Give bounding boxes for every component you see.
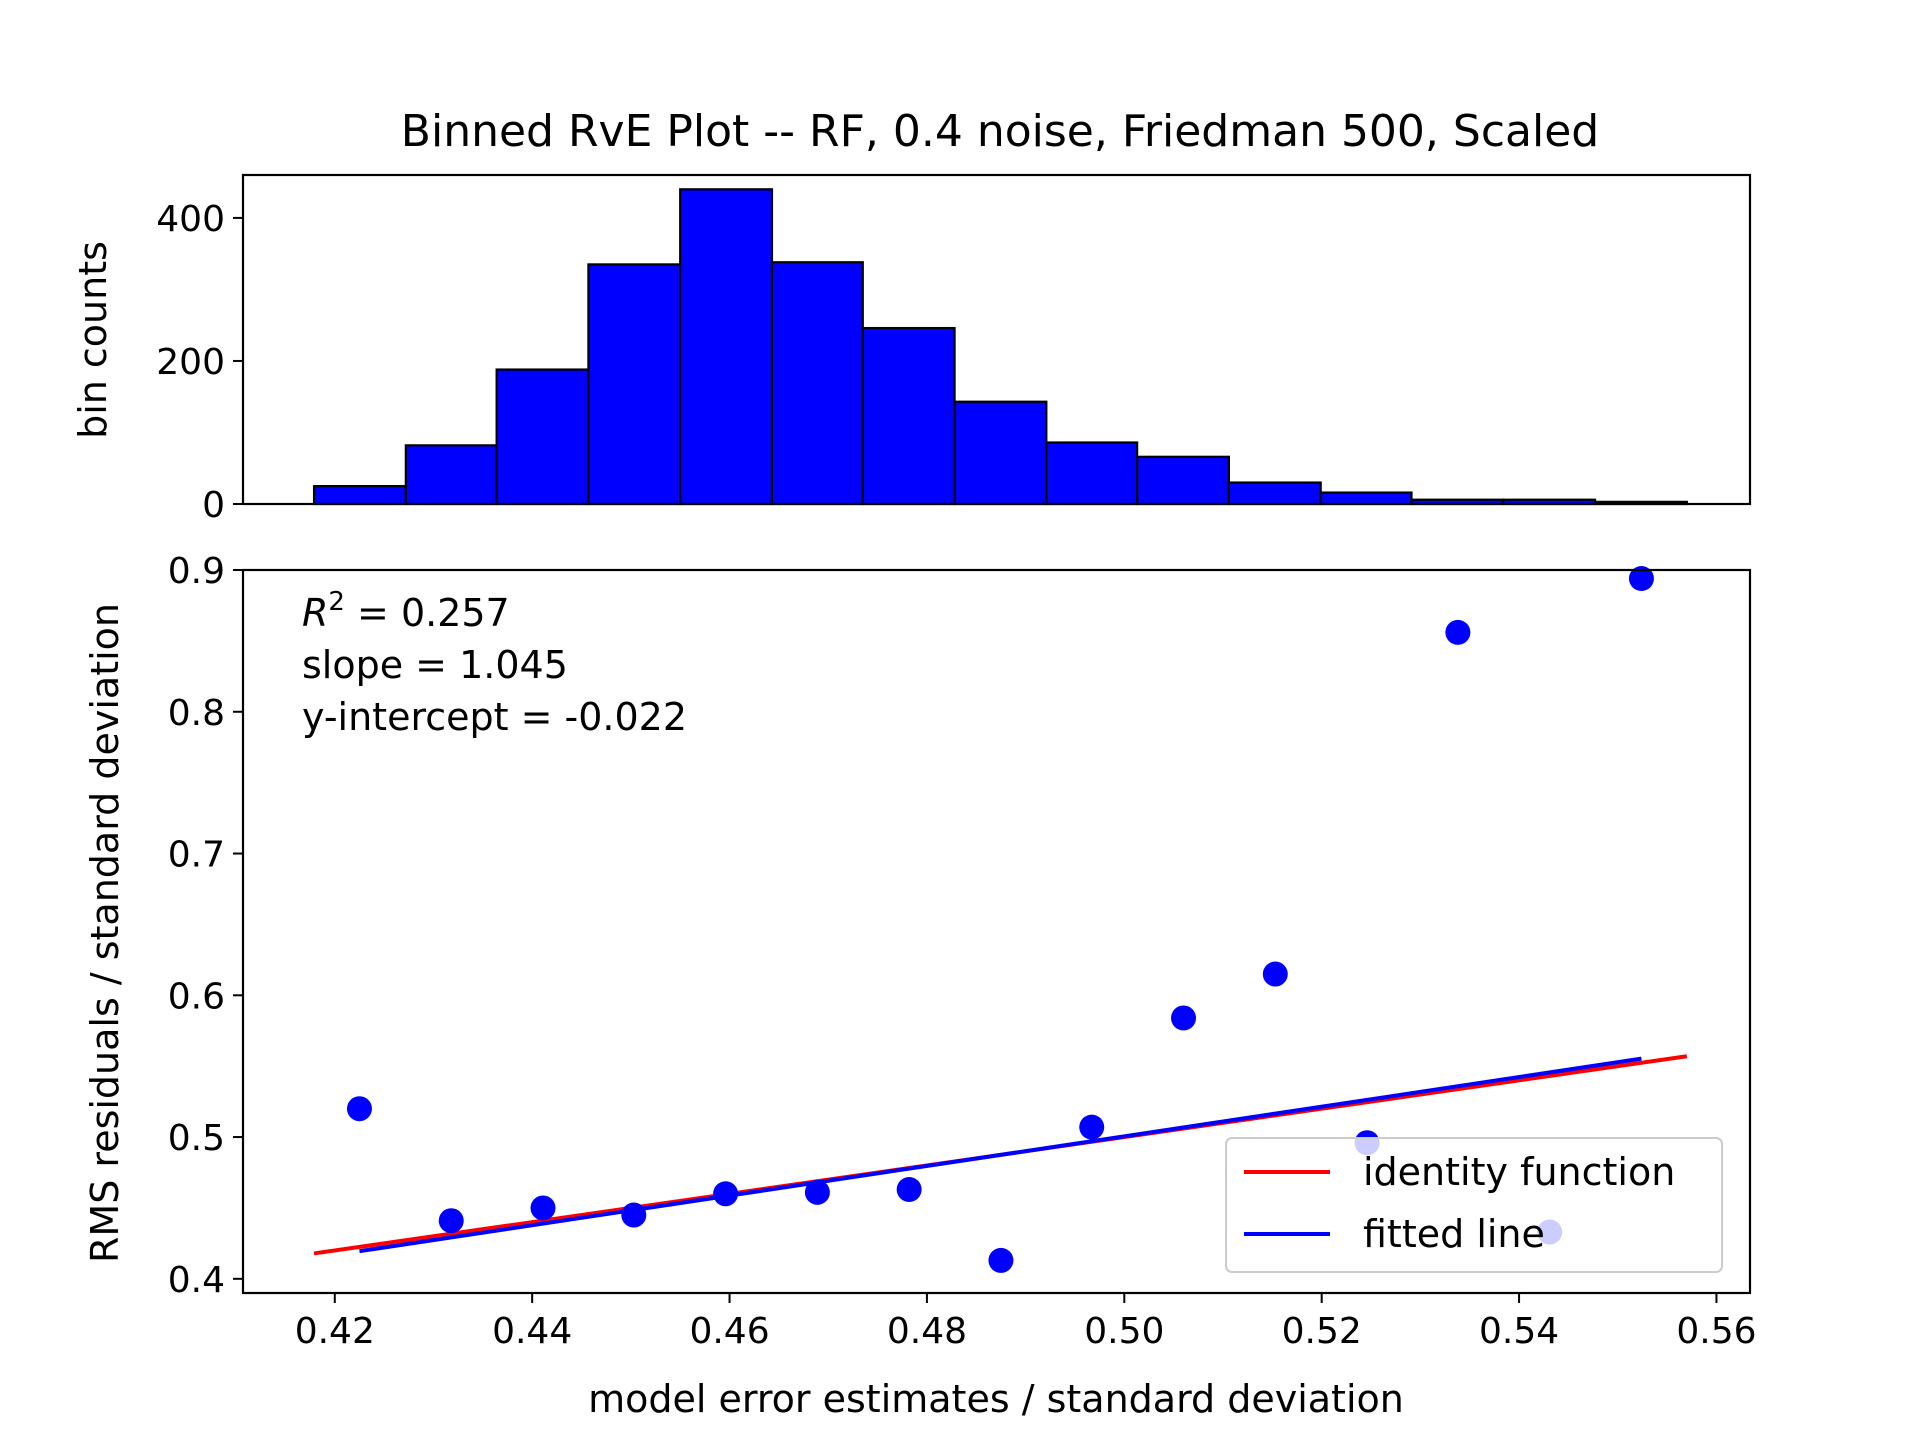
histogram-y-ticks: 0 200 400	[156, 199, 243, 526]
histogram-panel: 0 200 400 bin counts	[71, 173, 1752, 526]
scatter-point	[1171, 1005, 1197, 1031]
histogram-y-axis-label: bin counts	[71, 241, 115, 439]
histogram-bar	[861, 326, 956, 506]
histogram-bar	[1045, 441, 1139, 506]
scatter-x-tick-label: 0.50	[1084, 1311, 1164, 1352]
legend-box	[1225, 1137, 1723, 1273]
scatter-y-tick-label: 0.8	[168, 693, 225, 734]
scatter-x-ticks: 0.42 0.44 0.46 0.48 0.50 0.52 0.54 0.56	[295, 1293, 1757, 1352]
scatter-point	[438, 1208, 464, 1234]
histogram-bar	[404, 444, 498, 506]
scatter-point	[1262, 961, 1288, 987]
histogram-bar	[587, 263, 682, 506]
legend-fitted-label: fitted line	[1363, 1212, 1545, 1256]
histogram-bar	[953, 400, 1048, 506]
chart-title: Binned RvE Plot -- RF, 0.4 noise, Friedm…	[401, 106, 1599, 157]
r-squared-annotation: R2 = 0.257	[302, 587, 510, 635]
scatter-x-tick-label: 0.46	[689, 1311, 769, 1352]
scatter-point	[621, 1202, 647, 1228]
r-squared-symbol: R	[302, 591, 328, 635]
scatter-point	[988, 1247, 1014, 1273]
legend-identity-label: identity function	[1363, 1150, 1675, 1194]
scatter-x-tick-label: 0.48	[887, 1311, 967, 1352]
fitted-line	[359, 1056, 1642, 1254]
histogram-y-tick-label: 400	[156, 199, 225, 240]
histogram-bar	[1319, 491, 1413, 506]
scatter-point	[346, 1096, 372, 1122]
histogram-bar	[312, 485, 407, 506]
scatter-y-tick-label: 0.5	[168, 1118, 225, 1159]
scatter-point	[1445, 619, 1471, 645]
r-squared-value: = 0.257	[345, 591, 510, 635]
scatter-x-tick-label: 0.42	[295, 1311, 375, 1352]
scatter-y-tick-label: 0.6	[168, 976, 225, 1017]
scatter-panel: 0.42 0.44 0.46 0.48 0.50 0.52 0.54 0.56 0.40.50…	[83, 551, 1757, 1421]
legend: identity function fitted line	[1225, 1137, 1723, 1273]
histogram-bar	[1227, 481, 1322, 506]
histogram-bar	[495, 368, 590, 506]
scatter-x-tick-label: 0.56	[1676, 1311, 1756, 1352]
scatter-point	[1079, 1114, 1105, 1140]
scatter-y-tick-label: 0.4	[168, 1260, 225, 1301]
histogram-y-tick-label: 0	[202, 485, 225, 526]
scatter-x-tick-label: 0.52	[1282, 1311, 1362, 1352]
scatter-y-ticks: 0.4 0.5 0.6 0.7 0.8 0.9	[168, 551, 243, 1301]
scatter-x-tick-label: 0.44	[492, 1311, 572, 1352]
scatter-point	[804, 1179, 830, 1205]
scatter-x-tick-label: 0.54	[1479, 1311, 1559, 1352]
r-squared-superscript: 2	[328, 587, 345, 617]
scatter-frame	[241, 568, 1752, 1295]
histogram-bars	[312, 188, 1688, 506]
scatter-point	[713, 1181, 739, 1207]
scatter-y-tick-label: 0.9	[168, 551, 225, 592]
scatter-point	[1628, 566, 1654, 592]
slope-annotation: slope = 1.045	[302, 643, 568, 687]
scatter-lines	[313, 1054, 1688, 1256]
histogram-bar	[1136, 455, 1231, 506]
scatter-y-axis-label: RMS residuals / standard deviation	[83, 603, 127, 1263]
histogram-bar	[770, 261, 864, 506]
scatter-point	[530, 1195, 556, 1221]
scatter-y-tick-label: 0.7	[168, 835, 225, 876]
scatter-x-axis-label: model error estimates / standard deviati…	[588, 1377, 1404, 1421]
histogram-y-tick-label: 200	[156, 342, 225, 383]
histogram-frame	[241, 173, 1752, 506]
intercept-annotation: y-intercept = -0.022	[302, 695, 687, 739]
scatter-point	[896, 1177, 922, 1203]
histogram-bar	[679, 188, 774, 506]
